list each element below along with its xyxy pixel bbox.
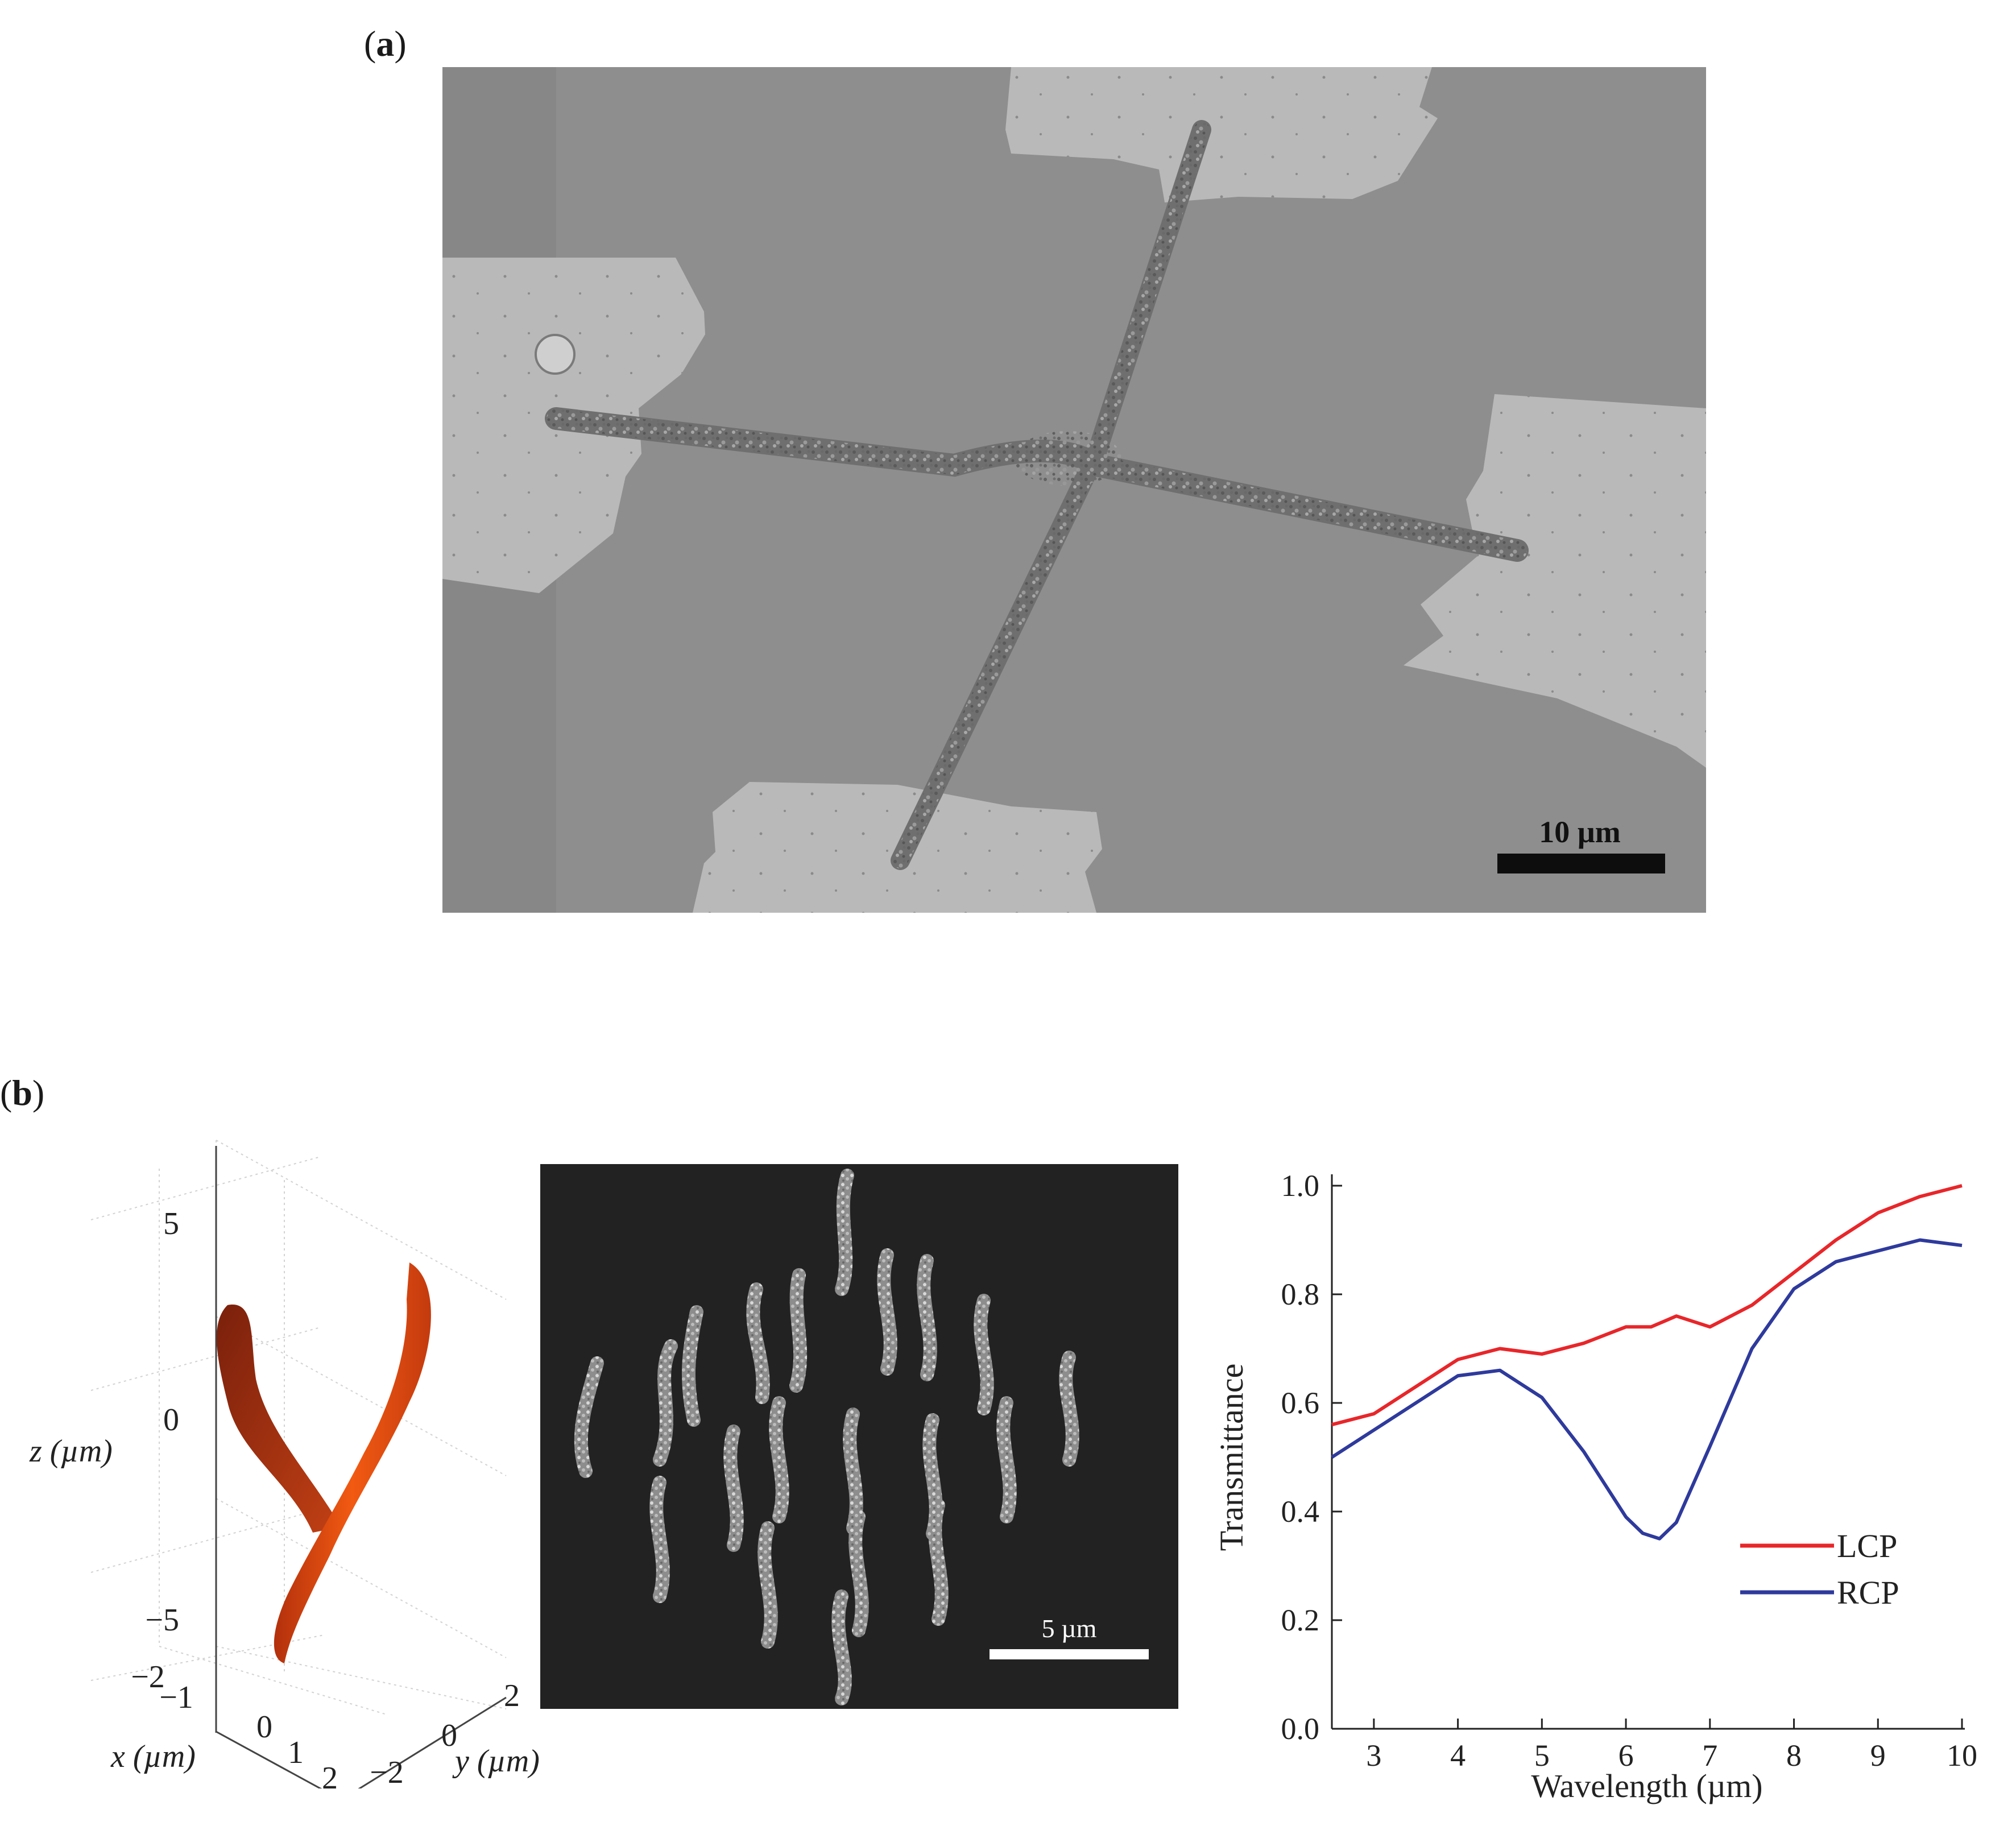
scale-bar-a-label: 10 µm <box>1539 815 1621 849</box>
x-tick-label: 4 <box>1450 1738 1466 1773</box>
x-tick-label: 6 <box>1618 1738 1634 1773</box>
y-tick-label: 1.0 <box>1281 1169 1320 1203</box>
y-ticks: −2 0 2 <box>370 1678 520 1790</box>
svg-text:−1: −1 <box>159 1680 193 1715</box>
x-axis-label: x (µm) <box>110 1739 196 1774</box>
plot-3d-drawing: 5 0 −5 z (µm) −2 −1 0 1 2 x (µm) −2 0 2 … <box>29 1140 540 1801</box>
scale-bar-b: 5 µm <box>990 1614 1149 1659</box>
x-axis-label: Wavelength (µm) <box>1531 1767 1762 1804</box>
y-axis-label: y (µm) <box>452 1744 540 1779</box>
cross-wires <box>545 120 1529 870</box>
transmittance-chart: 0.0 0.2 0.4 0.6 0.8 1.0 3 4 5 6 7 8 9 10 Wavelength (µ… <box>1166 1137 2002 1808</box>
helix-fiber-bright <box>274 1262 431 1663</box>
x-tick-label: 9 <box>1870 1738 1886 1773</box>
sem-image-cross-device: 10 µm <box>442 67 1706 913</box>
svg-text:−2: −2 <box>370 1755 404 1788</box>
z-axis-label: z (µm) <box>29 1434 113 1469</box>
svg-text:1: 1 <box>288 1735 304 1770</box>
plot-3d-helix: 5 0 −5 z (µm) −2 −1 0 1 2 x (µm) −2 0 2 … <box>23 1135 591 1801</box>
x-tick-label: 7 <box>1702 1738 1717 1773</box>
series-line-lcp <box>1331 1184 1963 1427</box>
x-tick-label: 5 <box>1534 1738 1550 1773</box>
y-tick-label: 0.4 <box>1281 1494 1320 1529</box>
scale-bar-b-label: 5 µm <box>1042 1614 1097 1643</box>
scale-bar-a: 10 µm <box>1497 815 1665 873</box>
legend-label-lcp: LCP <box>1837 1527 1897 1564</box>
helix-pillars <box>574 1169 1079 1705</box>
svg-text:0: 0 <box>256 1709 272 1745</box>
transmittance-chart-svg: 0.0 0.2 0.4 0.6 0.8 1.0 3 4 5 6 7 8 9 10 Wavelength (µ… <box>1213 1169 1977 1804</box>
panel-a-label: (a) <box>364 23 407 64</box>
x-tick-label: 3 <box>1366 1738 1381 1773</box>
z-ticks: 5 0 −5 <box>145 1206 179 1638</box>
svg-text:2: 2 <box>504 1678 520 1713</box>
y-tick-label: 0.6 <box>1281 1386 1320 1420</box>
helix-fiber-dark <box>217 1305 341 1533</box>
svg-text:0: 0 <box>441 1718 457 1753</box>
x-tick-label: 10 <box>1947 1738 1977 1773</box>
x-tick-label: 8 <box>1786 1738 1802 1773</box>
sem-image-helix-array: 5 µm <box>540 1164 1178 1709</box>
y-tick-label: 0.0 <box>1281 1712 1320 1746</box>
y-axis-label: Transmittance <box>1213 1364 1250 1551</box>
y-tick-label: 0.8 <box>1281 1277 1320 1311</box>
y-tick-label: 0.2 <box>1281 1603 1320 1637</box>
x-ticks: −2 −1 0 1 2 <box>131 1659 338 1796</box>
svg-text:5: 5 <box>163 1206 179 1241</box>
svg-text:−2: −2 <box>131 1659 165 1695</box>
sem-image-b-drawing: 5 µm <box>540 1164 1178 1709</box>
svg-text:−5: −5 <box>145 1603 179 1638</box>
svg-text:0: 0 <box>163 1402 179 1438</box>
sem-image-a-drawing: 10 µm <box>442 67 1706 913</box>
svg-text:2: 2 <box>322 1761 338 1788</box>
series-line-rcp <box>1331 1238 1963 1541</box>
panel-b-label: (b) <box>0 1073 45 1113</box>
legend-label-rcp: RCP <box>1837 1574 1899 1611</box>
